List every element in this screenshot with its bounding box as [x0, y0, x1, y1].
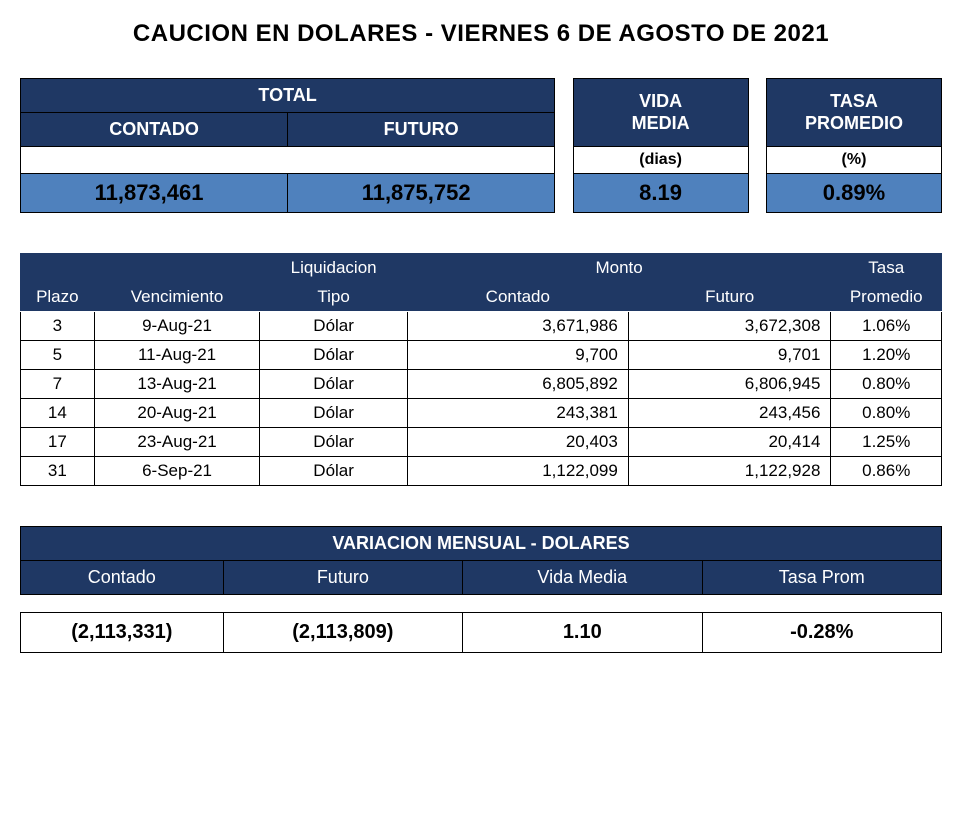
cell-plazo: 17: [21, 428, 95, 457]
table-row: 39-Aug-21Dólar3,671,9863,672,3081.06%: [21, 312, 942, 341]
table-row: 1723-Aug-21Dólar20,40320,4141.25%: [21, 428, 942, 457]
summary-hdr-tasa: TASAPROMEDIO: [766, 79, 941, 147]
cell-contado: 6,805,892: [407, 370, 628, 399]
variation-table: VARIACION MENSUAL - DOLARES Contado Futu…: [20, 526, 942, 653]
cell-tipo: Dólar: [260, 312, 407, 341]
summary-hdr-futuro: FUTURO: [288, 113, 555, 147]
summary-hdr-total: TOTAL: [21, 79, 555, 113]
detail-hdr-blank1: [21, 254, 95, 283]
detail-table: Liquidacion Monto Tasa Plazo Vencimiento…: [20, 253, 942, 486]
summary-hdr-vida: VIDAMEDIA: [573, 79, 748, 147]
variation-val-futuro: (2,113,809): [223, 613, 462, 653]
summary-hdr-contado: CONTADO: [21, 113, 288, 147]
cell-contado: 1,122,099: [407, 457, 628, 486]
cell-plazo: 3: [21, 312, 95, 341]
variation-hdr-futuro: Futuro: [223, 561, 462, 595]
cell-plazo: 31: [21, 457, 95, 486]
cell-vencimiento: 13-Aug-21: [94, 370, 260, 399]
page-title: CAUCION EN DOLARES - VIERNES 6 DE AGOSTO…: [20, 20, 942, 48]
table-row: 316-Sep-21Dólar1,122,0991,122,9280.86%: [21, 457, 942, 486]
variation-hdr-contado: Contado: [21, 561, 224, 595]
table-row: 713-Aug-21Dólar6,805,8926,806,9450.80%: [21, 370, 942, 399]
cell-vencimiento: 9-Aug-21: [94, 312, 260, 341]
cell-tipo: Dólar: [260, 341, 407, 370]
cell-futuro: 3,672,308: [628, 312, 831, 341]
summary-val-contado: 11,873,461: [21, 174, 288, 213]
cell-futuro: 9,701: [628, 341, 831, 370]
cell-vencimiento: 23-Aug-21: [94, 428, 260, 457]
detail-hdr-promedio: Promedio: [831, 283, 942, 312]
cell-tasa: 1.20%: [831, 341, 942, 370]
summary-table: TOTAL VIDAMEDIA TASAPROMEDIO CONTADO FUT…: [20, 78, 942, 213]
summary-unit-pct: (%): [766, 147, 941, 174]
cell-contado: 3,671,986: [407, 312, 628, 341]
cell-tasa: 0.86%: [831, 457, 942, 486]
variation-title: VARIACION MENSUAL - DOLARES: [21, 527, 942, 561]
cell-tipo: Dólar: [260, 457, 407, 486]
table-row: 511-Aug-21Dólar9,7009,7011.20%: [21, 341, 942, 370]
variation-hdr-vida: Vida Media: [463, 561, 702, 595]
cell-tipo: Dólar: [260, 370, 407, 399]
cell-tipo: Dólar: [260, 428, 407, 457]
summary-hdr-vida-l1: VIDAMEDIA: [632, 91, 690, 133]
cell-tasa: 0.80%: [831, 399, 942, 428]
detail-hdr-futuro: Futuro: [628, 283, 831, 312]
detail-hdr-liquidacion: Liquidacion: [260, 254, 407, 283]
detail-hdr-tipo: Tipo: [260, 283, 407, 312]
cell-tasa: 1.25%: [831, 428, 942, 457]
detail-hdr-venc: Vencimiento: [94, 283, 260, 312]
cell-tipo: Dólar: [260, 399, 407, 428]
cell-vencimiento: 20-Aug-21: [94, 399, 260, 428]
summary-val-futuro: 11,875,752: [288, 174, 555, 213]
cell-vencimiento: 11-Aug-21: [94, 341, 260, 370]
variation-val-tasa: -0.28%: [702, 613, 941, 653]
cell-plazo: 14: [21, 399, 95, 428]
variation-hdr-tasa: Tasa Prom: [702, 561, 941, 595]
summary-hdr-tasa-l1: TASAPROMEDIO: [805, 91, 903, 133]
detail-hdr-tasa: Tasa: [831, 254, 942, 283]
cell-tasa: 1.06%: [831, 312, 942, 341]
detail-hdr-blank2: [94, 254, 260, 283]
summary-val-tasa: 0.89%: [766, 174, 941, 213]
cell-plazo: 7: [21, 370, 95, 399]
variation-val-contado: (2,113,331): [21, 613, 224, 653]
cell-plazo: 5: [21, 341, 95, 370]
variation-val-vida: 1.10: [463, 613, 702, 653]
cell-futuro: 6,806,945: [628, 370, 831, 399]
summary-unit-dias: (dias): [573, 147, 748, 174]
cell-futuro: 243,456: [628, 399, 831, 428]
cell-contado: 9,700: [407, 341, 628, 370]
cell-contado: 20,403: [407, 428, 628, 457]
detail-hdr-contado: Contado: [407, 283, 628, 312]
cell-futuro: 1,122,928: [628, 457, 831, 486]
detail-hdr-monto: Monto: [407, 254, 831, 283]
summary-val-vida: 8.19: [573, 174, 748, 213]
table-row: 1420-Aug-21Dólar243,381243,4560.80%: [21, 399, 942, 428]
cell-futuro: 20,414: [628, 428, 831, 457]
cell-contado: 243,381: [407, 399, 628, 428]
cell-tasa: 0.80%: [831, 370, 942, 399]
cell-vencimiento: 6-Sep-21: [94, 457, 260, 486]
detail-hdr-plazo: Plazo: [21, 283, 95, 312]
